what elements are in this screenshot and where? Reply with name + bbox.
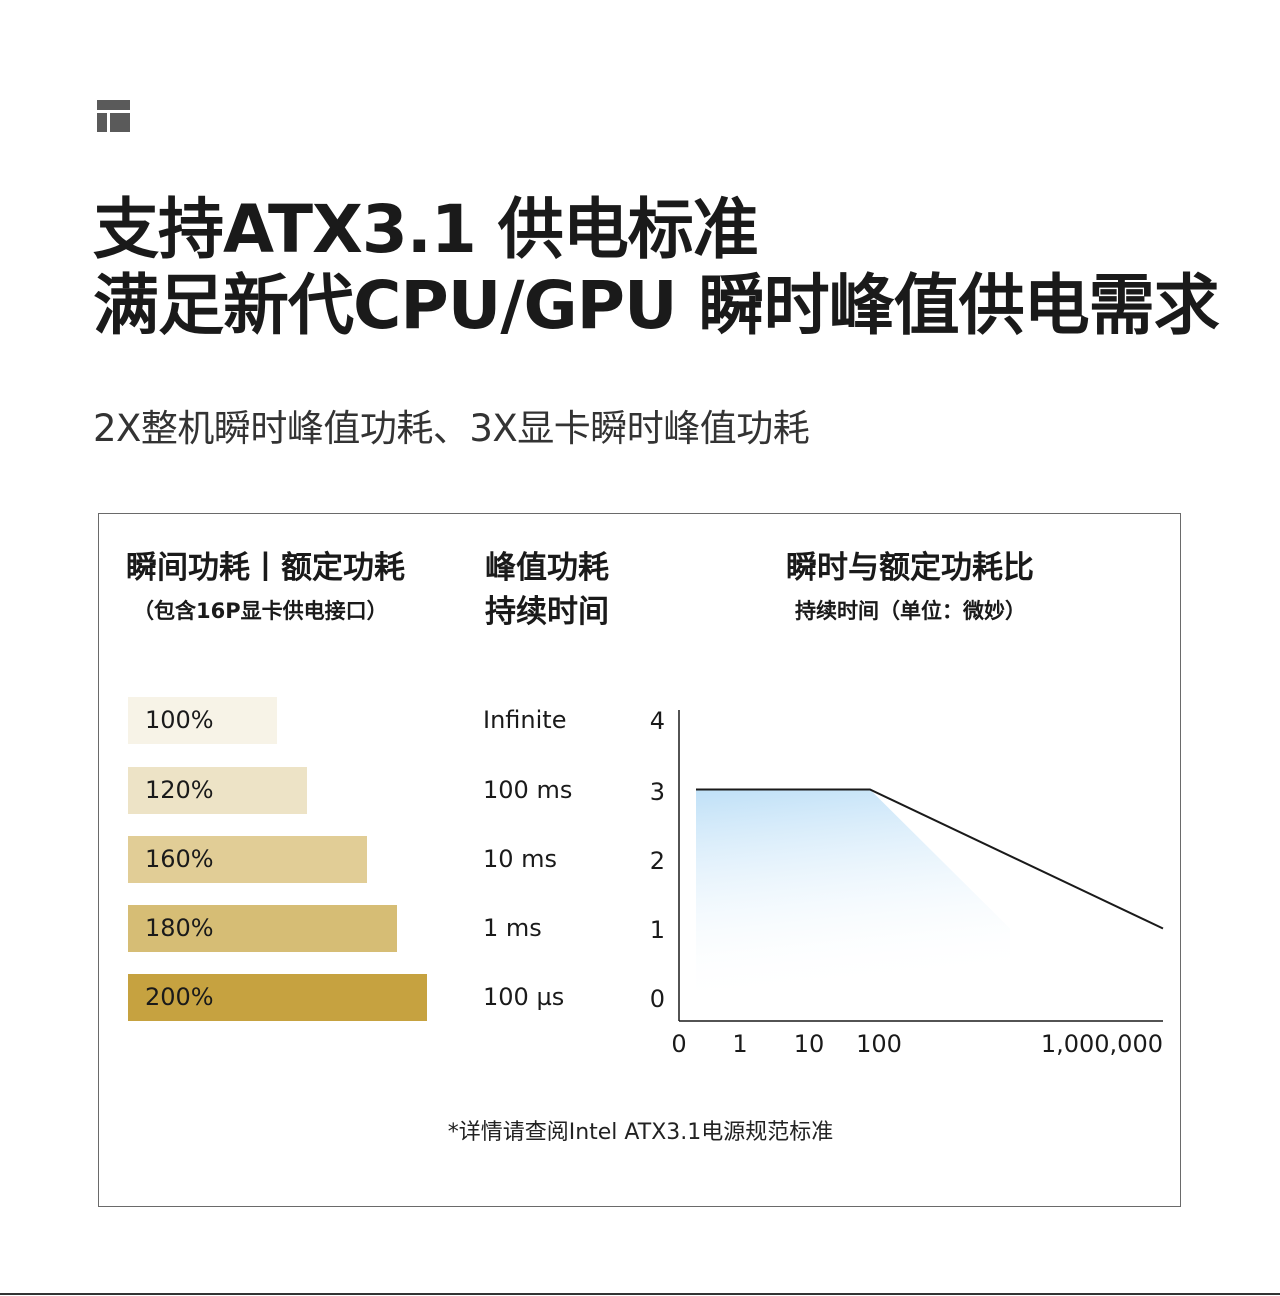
series-area xyxy=(696,789,1010,1001)
power-ratio-chart: 0 1 2 3 4 0 1 10 100 1,000,000 xyxy=(650,707,1164,1058)
ratio-bar: 160% xyxy=(128,836,367,883)
col3-header: 瞬时与额定功耗比 xyxy=(786,550,1034,586)
duration-label: 100 µs xyxy=(483,983,565,1011)
col3-subheader: 持续时间（单位：微妙） xyxy=(795,599,1026,623)
footnote: *详情请查阅Intel ATX3.1电源规范标准 xyxy=(447,1120,834,1145)
series-line xyxy=(696,788,1164,930)
spec-panel: 瞬间功耗丨额定功耗 （包含16P显卡供电接口） 峰值功耗 持续时间 瞬时与额定功… xyxy=(98,513,1181,1207)
x-tick-label: 1,000,000 xyxy=(1041,1030,1163,1058)
x-tick-label: 10 xyxy=(794,1030,825,1058)
page-title: 支持ATX3.1 供电标准 满足新代CPU/GPU 瞬时峰值供电需求 xyxy=(93,191,1220,344)
x-tick-label: 0 xyxy=(671,1030,686,1058)
col1-subheader: （包含16P显卡供电接口） xyxy=(133,599,388,623)
duration-label: 1 ms xyxy=(483,914,542,942)
y-tick-label: 0 xyxy=(650,985,665,1013)
col1-header: 瞬间功耗丨额定功耗 xyxy=(126,550,405,586)
duration-label: 10 ms xyxy=(483,845,558,873)
y-tick-label: 4 xyxy=(650,707,665,735)
duration-label: 100 ms xyxy=(483,776,573,804)
col2-header-line1: 峰值功耗 xyxy=(485,550,609,586)
title-line-1: 支持ATX3.1 供电标准 xyxy=(93,191,759,268)
title-line-2: 满足新代CPU/GPU 瞬时峰值供电需求 xyxy=(93,267,1220,344)
bottom-divider xyxy=(0,1293,1280,1295)
ratio-bar: 100% xyxy=(128,697,277,744)
ratio-bar: 120% xyxy=(128,767,307,814)
ratio-bar: 200% xyxy=(128,974,427,1021)
duration-label: Infinite xyxy=(483,706,567,734)
y-tick-label: 1 xyxy=(650,916,665,944)
x-tick-label: 1 xyxy=(732,1030,747,1058)
page-subtitle: 2X整机瞬时峰值功耗、3X显卡瞬时峰值功耗 xyxy=(93,407,810,450)
x-tick-label: 100 xyxy=(856,1030,902,1058)
col2-header-line2: 持续时间 xyxy=(485,594,609,630)
y-tick-label: 3 xyxy=(650,778,665,806)
y-tick-label: 2 xyxy=(650,847,665,875)
ratio-bar: 180% xyxy=(128,905,397,952)
layout-grid-icon xyxy=(97,100,130,132)
